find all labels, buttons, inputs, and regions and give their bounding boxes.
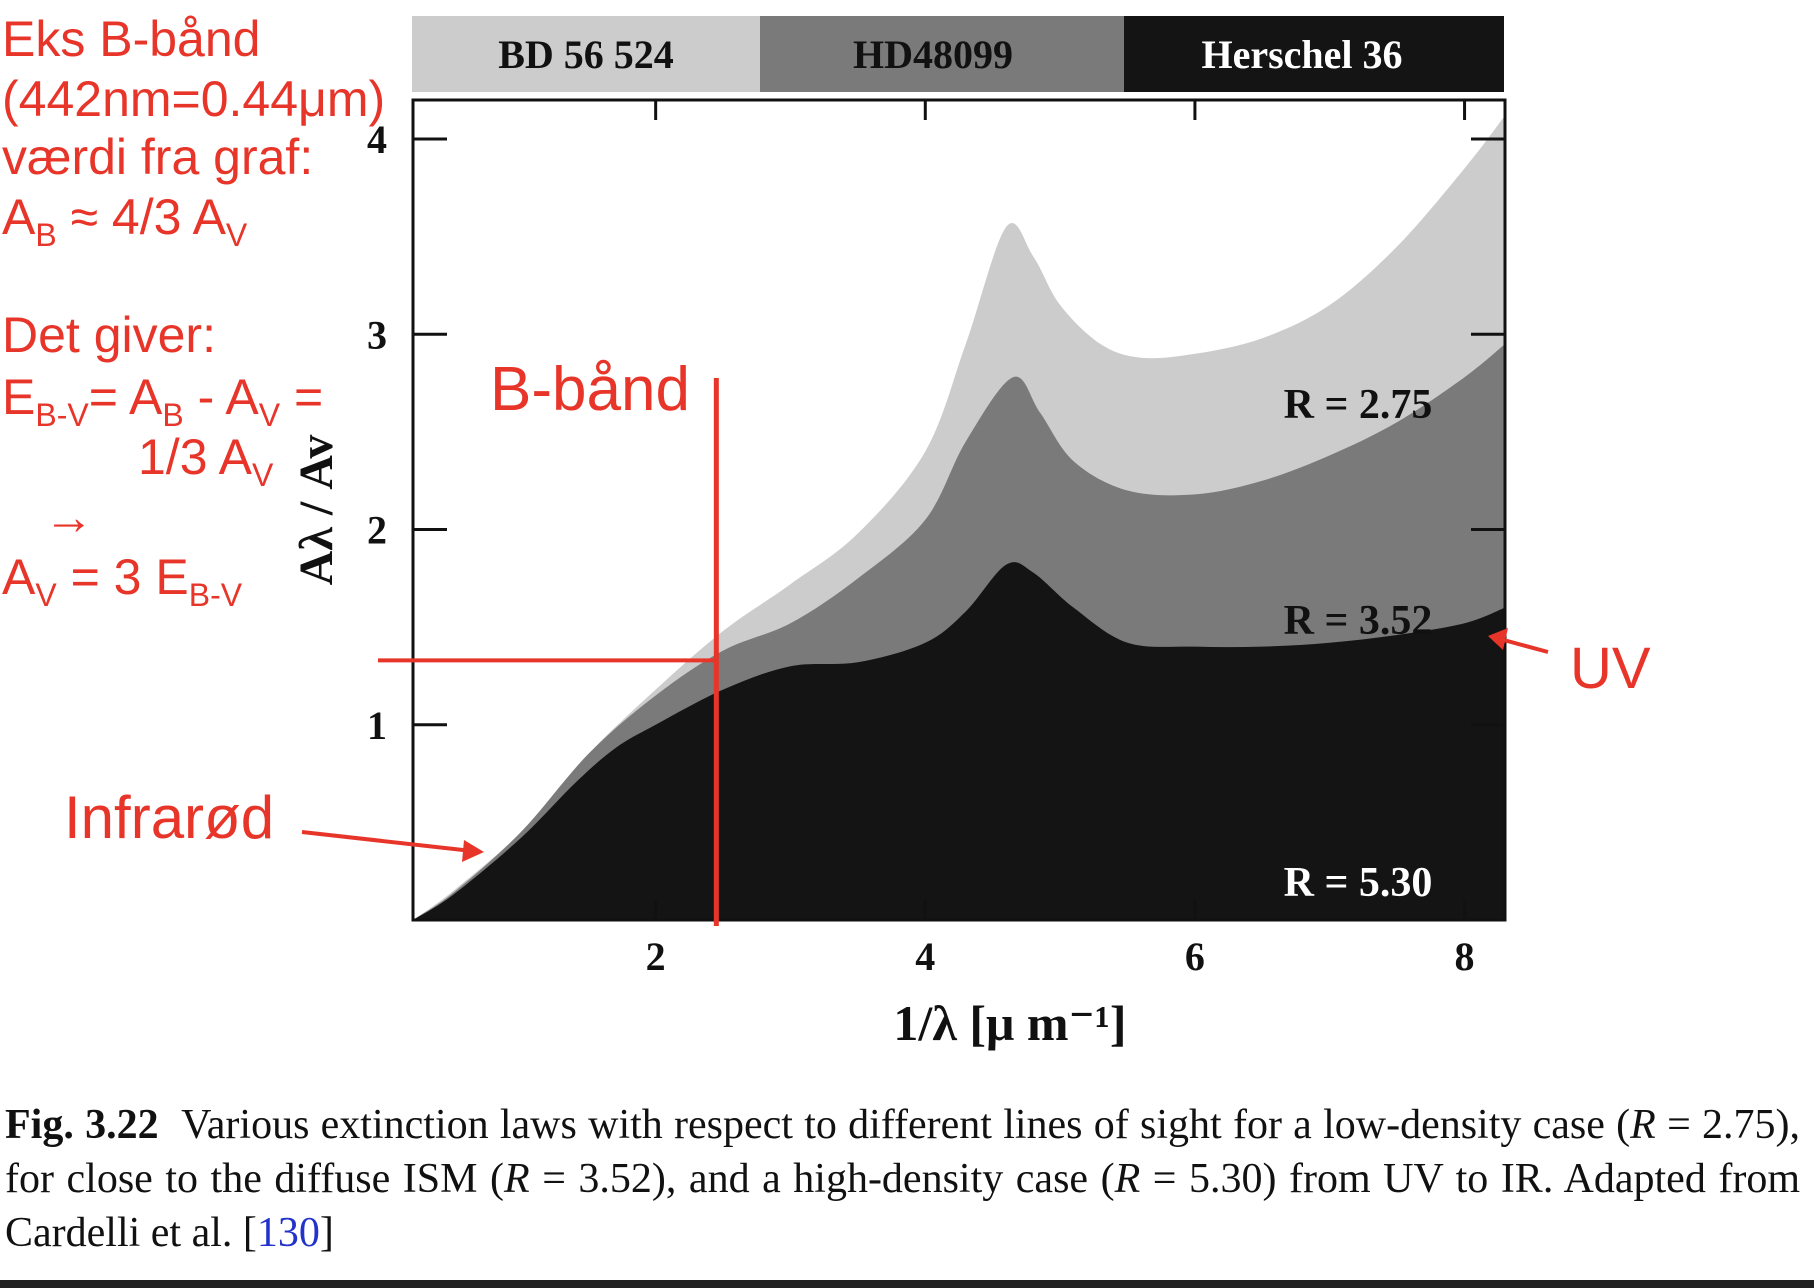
uv-label: UV xyxy=(1570,636,1651,701)
band-label-bd: BD 56 524 xyxy=(498,32,674,77)
note-line-3: værdi fra graf: xyxy=(2,129,313,185)
band-swatch-herschel xyxy=(1124,16,1504,92)
area-series-3 xyxy=(413,562,1505,920)
figure-caption: Fig. 3.22 Various extinction laws with r… xyxy=(5,1098,1800,1260)
note-arrow: → xyxy=(44,489,94,545)
y-axis-label: Aλ / Av xyxy=(290,435,343,586)
note-line-7: 1/3 AV xyxy=(138,429,274,493)
x-tick-label: 6 xyxy=(1185,934,1205,979)
note-line-6: EB-V= AB - AV = xyxy=(2,369,323,433)
note-line-5: Det giver: xyxy=(2,307,216,363)
uv-arrow-line xyxy=(1499,637,1549,654)
band-label-hd: HD48099 xyxy=(853,32,1013,77)
band-legend: BD 56 524 HD48099 Herschel 36 xyxy=(412,16,1504,92)
series-areas xyxy=(413,115,1505,921)
plot-area: 2 4 6 8 1 2 3 4 xyxy=(367,98,1507,979)
caption-eq-2: = 3.52), and a high-density case ( xyxy=(529,1156,1115,1202)
caption-r-3: R xyxy=(1114,1156,1141,1202)
band-label-herschel: Herschel 36 xyxy=(1201,32,1402,77)
infrared-arrow-line xyxy=(301,830,473,853)
curve-label-r275: R = 2.75 xyxy=(1284,382,1433,428)
y-tick-label: 4 xyxy=(367,117,387,162)
caption-eq-3: = 5.30) from UV to IR. Adapted from Card… xyxy=(5,1156,1800,1256)
curve-label-r530: R = 5.30 xyxy=(1284,860,1433,906)
b-band-label: B-bånd xyxy=(490,355,690,424)
y-tick-label: 1 xyxy=(367,703,387,748)
infrared-label: Infrarød xyxy=(64,784,274,851)
caption-r-1: R xyxy=(1630,1102,1656,1148)
note-line-2: (442nm=0.44μm) xyxy=(2,71,385,127)
x-tick-label: 2 xyxy=(646,934,666,979)
band-swatch-bd xyxy=(412,16,760,92)
note-line-8: AV = 3 EB-V xyxy=(2,549,243,613)
caption-end: ] xyxy=(319,1210,334,1256)
caption-text-1: Various extinction laws with respect to … xyxy=(181,1102,1631,1148)
curve-label-r352: R = 3.52 xyxy=(1284,598,1433,644)
infrared-arrow-head xyxy=(462,840,484,862)
caption-r-2: R xyxy=(504,1156,530,1202)
x-axis-label: 1/λ [μ m⁻¹] xyxy=(893,995,1126,1051)
x-tick-label: 4 xyxy=(915,934,935,979)
bottom-divider xyxy=(0,1280,1814,1288)
annotations: B-bånd Infrarød UV xyxy=(64,355,1651,926)
y-tick-label: 3 xyxy=(367,312,387,357)
axis-ticks: 2 4 6 8 1 2 3 4 xyxy=(367,100,1505,979)
y-tick-label: 2 xyxy=(367,508,387,553)
note-line-1: Eks B-bånd xyxy=(2,11,260,67)
band-swatch-hd xyxy=(760,16,1124,92)
x-tick-label: 8 xyxy=(1455,934,1475,979)
caption-label: Fig. 3.22 xyxy=(5,1102,159,1148)
notes-block: Eks B-bånd (442nm=0.44μm) værdi fra graf… xyxy=(2,11,385,613)
plot-frame xyxy=(411,98,1507,922)
uv-arrow-head xyxy=(1488,628,1508,650)
note-line-4: AB ≈ 4/3 AV xyxy=(2,189,248,253)
caption-eq-1: = 2.75), for close to the diffuse ISM ( xyxy=(5,1102,1800,1202)
caption-reference-link[interactable]: 130 xyxy=(256,1210,320,1256)
